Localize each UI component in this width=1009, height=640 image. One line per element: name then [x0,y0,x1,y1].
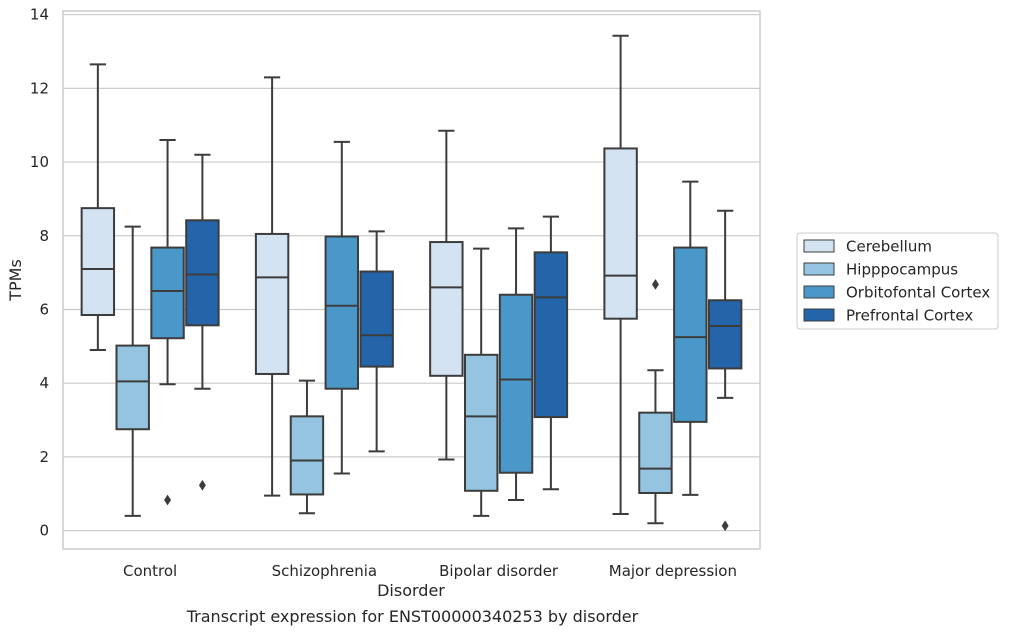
y-tick-label: 12 [30,79,49,97]
y-tick-label: 14 [30,6,49,24]
outlier-point [651,278,659,290]
legend-label: Hipppocampus [846,261,958,279]
legend-label: Cerebellum [846,238,932,256]
plot-frame [62,10,761,550]
outlier-point [164,494,172,506]
x-tick-label: Control [123,562,177,580]
box-body [429,241,464,377]
x-axis-label: Disorder [377,581,445,600]
legend-item: Prefrontal Cortex [803,307,973,325]
box [707,209,743,532]
box [115,225,150,517]
box-body [150,246,185,340]
x-tick-labels: Control Schizophrenia Bipolar disorder Majo… [123,562,737,580]
series-group [185,153,743,532]
box [324,140,360,475]
box [80,63,116,352]
box-body [185,219,220,327]
box-body [463,353,499,492]
y-tick-label: 2 [39,448,49,466]
box-body [254,232,290,375]
box-body [603,147,638,320]
x-tick-label: Major depression [609,562,737,580]
box-body [533,251,569,419]
box [185,153,220,491]
box [498,227,534,501]
box-body [80,207,116,317]
legend-item: Orbitofontal Cortex [803,284,990,302]
figure-caption: Transcript expression for ENST0000034025… [186,607,639,626]
box [673,180,708,496]
y-axis-label: TPMs [6,259,25,302]
box-body [289,415,325,496]
y-tick-label: 4 [39,374,49,392]
legend-swatch [803,239,835,253]
legend-item: Cerebellum [803,238,932,256]
series-group [115,225,673,525]
box-body [498,293,534,474]
box-body [673,246,708,423]
series-group [80,34,638,515]
box-body [638,411,673,494]
legend: Cerebellum Hipppocampus Orbitofontal Corte… [796,232,999,330]
outlier-point [198,479,206,491]
legend-swatch [803,262,835,276]
box [429,129,464,461]
y-tick-label: 8 [39,227,49,245]
box-body [324,235,360,390]
box [638,278,673,525]
box [289,379,325,515]
box-body [707,299,743,370]
legend-swatch [803,285,835,299]
x-tick-label: Schizophrenia [272,562,377,580]
box-body [115,344,150,431]
box-body [359,270,394,368]
box [603,34,638,515]
legend-label: Prefrontal Cortex [846,307,973,325]
x-tick-label: Bipolar disorder [439,562,559,580]
box [359,230,394,453]
legend-label: Orbitofontal Cortex [846,284,990,302]
y-tick-labels: 0 2 4 6 8 10 12 14 [30,6,49,540]
legend-item: Hipppocampus [803,261,958,279]
box [533,215,569,491]
y-tick-label: 0 [39,522,49,540]
y-tick-label: 10 [30,153,49,171]
legend-frame [796,232,999,330]
outlier-point [721,520,729,532]
box [463,247,499,517]
y-tick-label: 6 [39,300,49,318]
series-group [150,138,708,506]
box [254,76,290,497]
box-series [80,34,743,532]
legend-swatch [803,308,835,322]
box [150,138,185,506]
